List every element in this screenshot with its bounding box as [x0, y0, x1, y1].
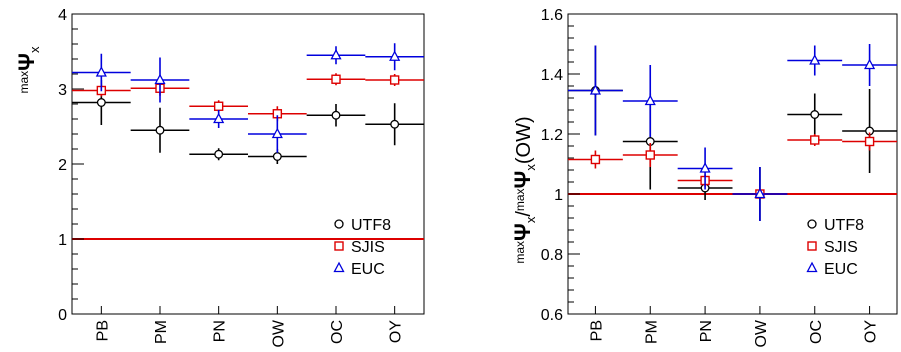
- data-point: [810, 135, 820, 145]
- data-point: [95, 66, 107, 77]
- legend: UTF8 SJIS EUC: [333, 217, 391, 278]
- y-axis-label: maxΨx: [14, 46, 42, 93]
- y-axis-label-part: Ψ: [510, 223, 535, 241]
- y-tick-label: 1.2: [541, 127, 563, 144]
- legend-marker-circle: [807, 219, 817, 229]
- y-axis-label-part: Ψ: [14, 53, 39, 71]
- legend-marker-square: [807, 241, 817, 251]
- x-tick-label: OC: [808, 320, 825, 344]
- series-sjis: [72, 73, 424, 122]
- data-point: [390, 119, 400, 129]
- x-tick-label: OY: [388, 320, 405, 343]
- x-tick-label: PB: [588, 320, 605, 341]
- y-axis-label-part: x: [523, 216, 538, 223]
- y-axis-label-part: (OW): [513, 116, 535, 164]
- y-tick-label: 4: [58, 7, 67, 24]
- data-point: [213, 112, 225, 124]
- x-tick-label: PN: [212, 320, 229, 342]
- series-euc: [72, 43, 424, 153]
- y-axis-label-part: x: [27, 46, 42, 53]
- legend-label: SJIS: [351, 239, 385, 256]
- y-axis-label-part: max: [513, 241, 527, 264]
- data-point: [331, 110, 341, 120]
- data-point: [864, 58, 876, 70]
- data-point: [272, 152, 282, 161]
- data-point: [331, 74, 341, 84]
- legend-marker-circle: [334, 219, 344, 229]
- data-point: [644, 94, 656, 106]
- data-point: [589, 84, 601, 95]
- x-tick-label: PN: [698, 320, 715, 342]
- plot-frame: [567, 13, 898, 315]
- data-point: [96, 98, 106, 107]
- data-point: [214, 149, 224, 159]
- data-point: [155, 125, 165, 135]
- legend-label: UTF8: [824, 217, 864, 234]
- legend-label: UTF8: [351, 217, 391, 234]
- data-point: [271, 127, 283, 139]
- data-point: [590, 154, 601, 165]
- y-tick-label: 1: [554, 187, 563, 204]
- x-tick-label: OW: [270, 319, 287, 347]
- series-utf8: [72, 80, 424, 164]
- legend-marker-square: [334, 241, 344, 251]
- x-tick-label: OC: [329, 320, 346, 344]
- y-tick-label: 3: [58, 82, 67, 99]
- x-tick-label: OW: [753, 319, 770, 347]
- data-point: [754, 187, 766, 199]
- y-tick-label: 1: [58, 232, 67, 249]
- y-tick-label: 0.8: [541, 247, 563, 264]
- legend-label: EUC: [351, 261, 385, 278]
- y-axis-label-part: max: [513, 188, 527, 211]
- y-tick-label: 1.4: [541, 67, 563, 84]
- data-point: [810, 110, 820, 119]
- data-point: [645, 150, 655, 160]
- data-point: [330, 48, 342, 60]
- chart-panel-2: 0.6 0.8 1 1.2 1.4 1.6 PB PM PN OW OC OY UTF8 SJIS EUC m…: [510, 7, 898, 348]
- legend-marker-triangle: [806, 261, 818, 273]
- y-tick-label: 1.6: [541, 7, 563, 24]
- x-tick-label: PB: [94, 320, 111, 341]
- data-point: [389, 50, 401, 61]
- y-tick-label: 0: [58, 307, 67, 324]
- y-axis-label-part: max: [17, 71, 31, 94]
- data-point: [864, 136, 875, 147]
- data-point: [699, 162, 711, 173]
- legend-label: SJIS: [824, 239, 858, 256]
- y-tick-label: 0.6: [541, 307, 563, 324]
- y-axis-label: maxΨx/maxΨx(OW): [510, 116, 538, 263]
- x-tick-label: OY: [863, 320, 880, 343]
- data-point: [809, 54, 821, 65]
- chart-panel-1: 0 1 2 3 4 PB PM PN OW OC OY UTF8 SJIS EUC maxΨx: [14, 7, 425, 348]
- legend-label: EUC: [824, 261, 858, 278]
- legend-marker-triangle: [333, 261, 345, 273]
- y-axis-label-part: /: [513, 211, 535, 217]
- y-axis-label-part: x: [523, 164, 538, 171]
- series-euc: [568, 44, 897, 221]
- data-point: [213, 101, 224, 111]
- x-tick-label: PM: [153, 320, 170, 344]
- x-tick-label: PM: [643, 320, 660, 344]
- y-axis-label-part: Ψ: [510, 171, 535, 189]
- legend: UTF8 SJIS EUC: [806, 217, 864, 278]
- data-point: [389, 75, 400, 85]
- y-tick-label: 2: [58, 157, 67, 174]
- data-point: [154, 73, 166, 85]
